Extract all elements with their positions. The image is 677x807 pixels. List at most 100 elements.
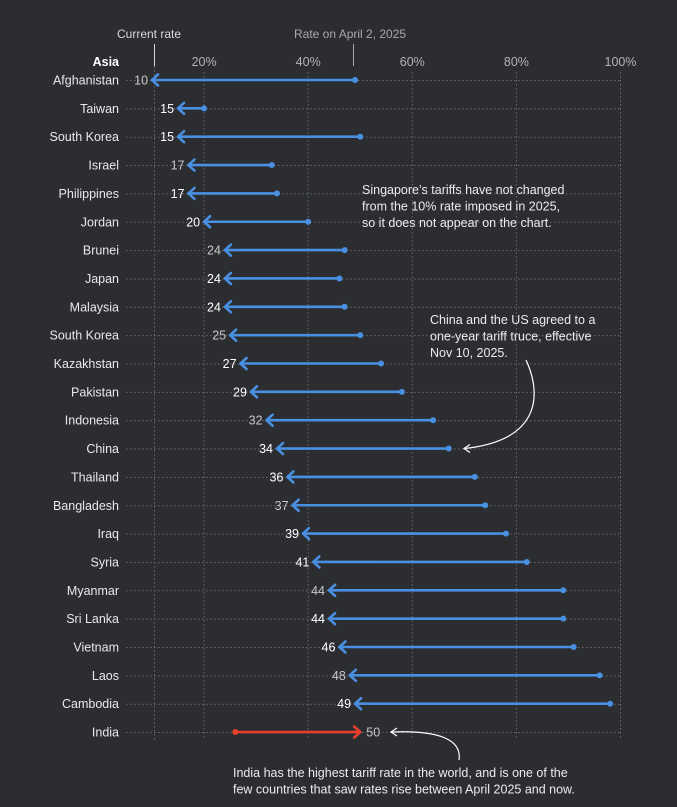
previous-rate-dot: [378, 360, 385, 367]
current-rate-arrowhead: [275, 441, 285, 456]
current-rate-value: 49: [337, 697, 351, 711]
current-rate-arrowhead: [338, 640, 347, 654]
current-rate-value: 17: [171, 187, 185, 201]
row-8: Malaysia 24: [70, 300, 621, 314]
row-10: Kazakhstan 27: [54, 356, 621, 371]
current-rate-arrowhead: [352, 725, 362, 739]
legend-current-rate: Current rate: [117, 27, 181, 41]
previous-rate-dot: [268, 162, 275, 169]
row-16: Iraq 39: [97, 526, 621, 541]
country-label: Bangladesh: [53, 499, 119, 513]
current-rate-arrowhead: [353, 696, 363, 711]
row-6: Brunei 24: [83, 243, 621, 258]
legend-previous-rate: Rate on April 2, 2025: [294, 27, 406, 41]
current-rate-value: 24: [207, 272, 221, 286]
previous-rate-dot: [607, 700, 614, 707]
previous-rate-dot: [352, 77, 359, 83]
row-11: Pakistan 29: [71, 385, 621, 399]
row-1: Taiwan 15: [80, 101, 621, 116]
previous-rate-dot: [482, 502, 489, 509]
grid-lines: [154, 62, 621, 741]
current-rate-arrowhead: [223, 243, 233, 257]
previous-rate-dot: [201, 105, 208, 112]
group-label-asia: Asia: [93, 55, 120, 69]
x-tick-label-80: 80%: [504, 55, 529, 69]
current-rate-arrowhead: [312, 555, 321, 569]
current-rate-value: 24: [207, 300, 221, 314]
current-rate-arrowhead: [150, 73, 160, 87]
current-rate-value: 50: [366, 726, 380, 740]
previous-rate-dot: [523, 558, 530, 565]
annotation-line: China and the US agreed to a: [430, 313, 595, 327]
current-rate-value: 36: [269, 470, 283, 484]
previous-rate-dot: [336, 275, 343, 282]
previous-rate-dot: [357, 133, 364, 140]
country-label: Malaysia: [70, 300, 119, 314]
row-13: China 34: [86, 441, 621, 456]
current-rate-arrowhead: [223, 300, 233, 314]
row-17: Syria 41: [91, 555, 621, 569]
current-rate-arrowhead: [187, 186, 196, 201]
current-rate-arrowhead: [249, 385, 259, 399]
country-label: Cambodia: [62, 697, 119, 711]
country-label: Israel: [88, 159, 119, 173]
x-tick-label-60: 60%: [400, 55, 425, 69]
current-rate-arrowhead: [327, 611, 337, 626]
country-label: Myanmar: [67, 584, 119, 598]
current-rate-value: 25: [212, 329, 226, 343]
current-rate-value: 27: [223, 357, 237, 371]
row-0: Afghanistan 10: [53, 73, 621, 88]
current-rate-value: 46: [322, 641, 336, 655]
row-12: Indonesia 32: [65, 413, 621, 428]
country-label: Indonesia: [65, 414, 119, 428]
annotation-india-arrowhead: [389, 727, 398, 737]
chart-header: Current rate Rate on April 2, 2025 Asia: [93, 27, 407, 69]
current-rate-value: 34: [259, 442, 273, 456]
previous-rate-dot: [570, 644, 577, 650]
annotation-line: Nov 10, 2025.: [430, 346, 508, 360]
annotations: Singapore’s tariffs have not changed from…: [233, 183, 595, 797]
previous-rate-dot: [341, 247, 348, 254]
previous-rate-dot: [341, 303, 348, 310]
country-label: Iraq: [97, 527, 119, 541]
previous-rate-dot: [445, 445, 452, 452]
current-rate-arrowhead: [239, 356, 248, 371]
row-4: Philippines 17: [59, 186, 621, 201]
current-rate-arrowhead: [176, 129, 186, 144]
country-label: Pakistan: [71, 385, 119, 399]
row-19: Sri Lanka 44: [66, 611, 621, 626]
current-rate-value: 32: [249, 414, 263, 428]
current-rate-value: 17: [171, 159, 185, 173]
row-9: South Korea 25: [50, 328, 621, 343]
annotation-india-arrow: [390, 731, 460, 761]
annotation-china-arrow: [463, 359, 535, 450]
country-label: South Korea: [50, 329, 120, 343]
country-label: Kazakhstan: [54, 357, 119, 371]
current-rate-value: 44: [311, 612, 325, 626]
country-label: Brunei: [83, 244, 119, 258]
current-rate-value: 29: [233, 385, 247, 399]
country-label: South Korea: [50, 130, 120, 144]
current-rate-arrowhead: [187, 158, 196, 172]
country-label: Thailand: [71, 470, 119, 484]
current-rate-arrowhead: [301, 526, 311, 541]
current-rate-arrowhead: [291, 498, 300, 513]
current-rate-arrowhead: [265, 413, 274, 427]
current-rate-arrowhead: [348, 668, 358, 683]
country-label: India: [92, 726, 119, 740]
annotation-line: from the 10% rate imposed in 2025,: [362, 200, 560, 214]
row-15: Bangladesh 37: [53, 498, 621, 513]
x-tick-label-40: 40%: [296, 55, 321, 69]
country-label: Japan: [85, 272, 119, 286]
previous-rate-dot: [560, 615, 567, 622]
current-rate-arrowhead: [223, 271, 233, 286]
current-rate-arrowhead: [286, 470, 295, 484]
current-rate-arrowhead: [176, 101, 186, 116]
current-rate-arrowhead: [228, 328, 238, 342]
current-rate-value: 24: [207, 244, 221, 258]
row-3: Israel 17: [88, 158, 621, 173]
row-5: Jordan 20: [81, 214, 621, 229]
x-tick-label-20: 20%: [192, 55, 217, 69]
row-22: Cambodia 49: [62, 696, 621, 711]
